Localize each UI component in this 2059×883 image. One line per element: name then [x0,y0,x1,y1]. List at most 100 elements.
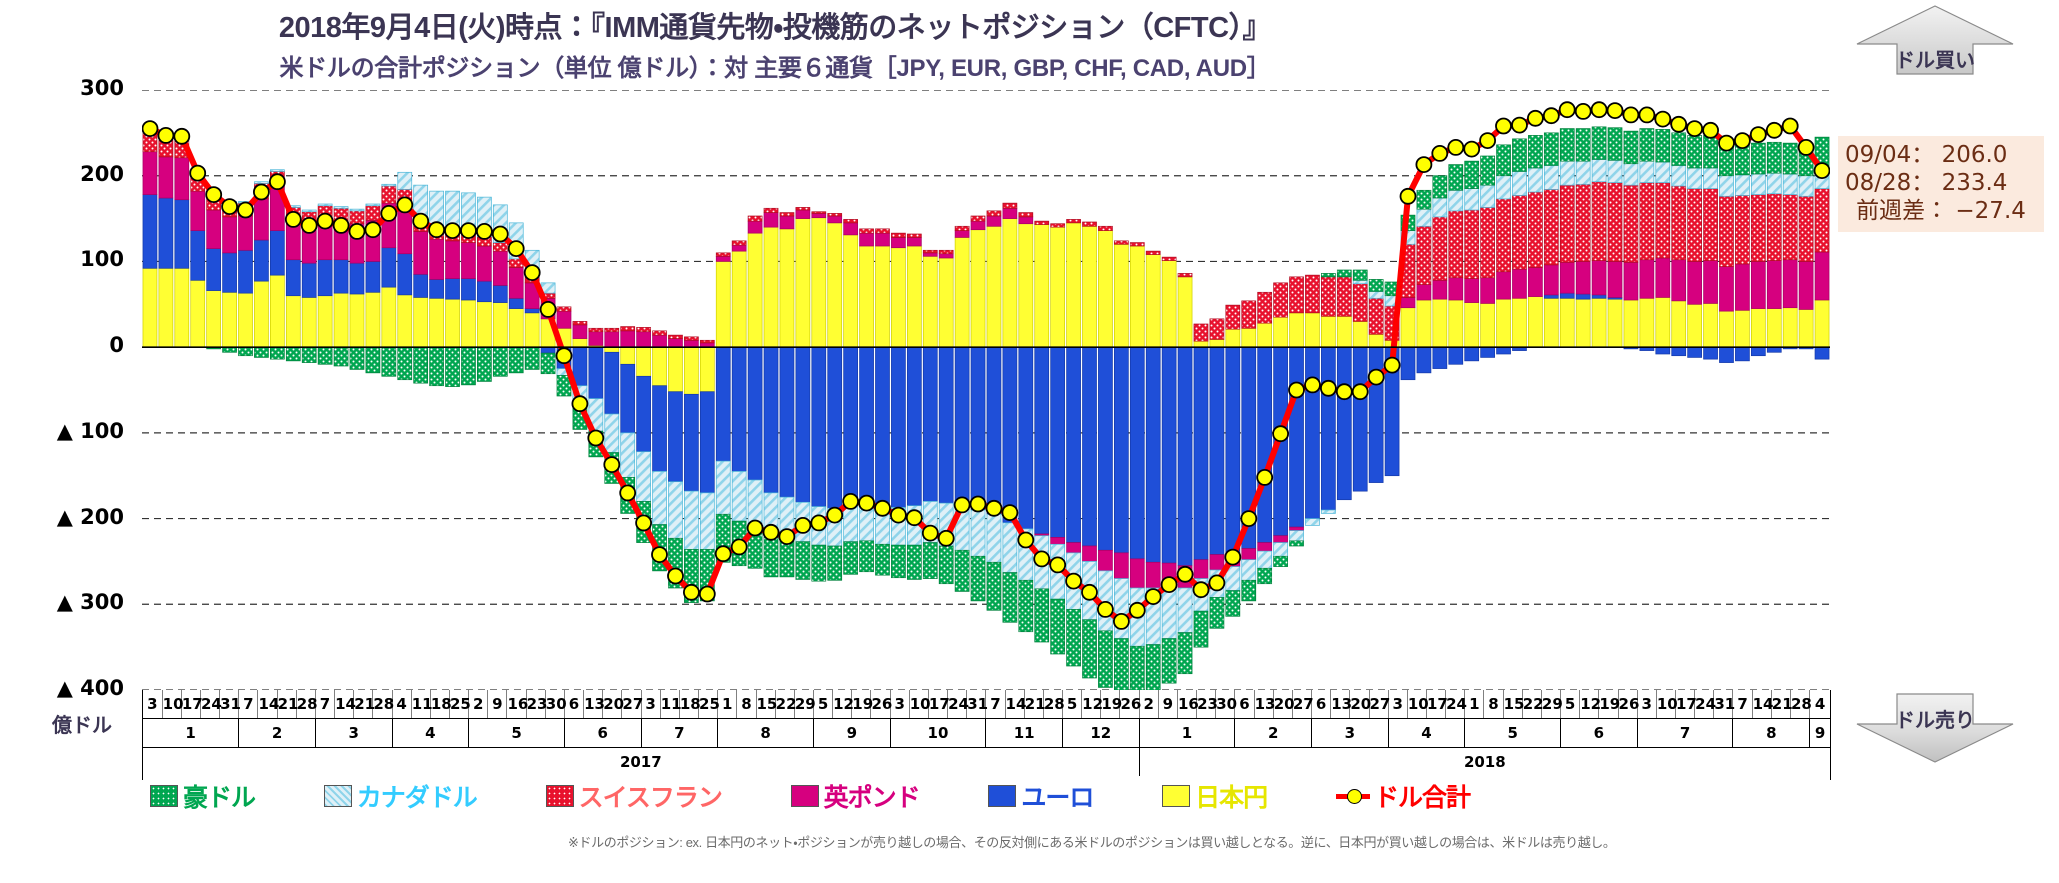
bar-segment [684,339,699,348]
bar-segment [1034,220,1050,225]
bar-segment [970,220,986,231]
bar-segment [1050,346,1066,538]
bar-segment [795,207,811,211]
legend-label: カナダドル [356,784,478,812]
bar-segment [1559,184,1575,263]
bar-segment [1416,346,1432,374]
x-axis-day: 18 [679,690,701,719]
bar-segment [477,280,492,303]
bar-segment [445,298,460,348]
bar-segment [1002,202,1018,209]
bar-segment [1559,128,1575,162]
legend-item-ユーロ[interactable]: ユーロ [988,778,1094,814]
bar-segment [206,248,222,291]
data-point-marker [1765,121,1783,139]
bar-segment [1559,160,1575,186]
x-axis-month: 8 [1732,718,1811,748]
bar-segment [795,209,811,219]
bar-segment [413,273,429,298]
bar-segment [1719,346,1734,363]
x-axis-day: 25 [449,690,471,719]
bar-segment [1575,298,1591,348]
bar-segment [1352,346,1368,492]
bar-segment [811,213,827,219]
legend-swatch-icon [1162,785,1191,807]
bar-segment [429,297,444,348]
bar-segment [429,238,444,280]
bar-segment [1496,298,1511,348]
bar-segment [875,245,890,348]
bar-segment [1543,189,1559,266]
bar-segment [1639,160,1655,183]
bar-segment [1368,333,1384,348]
data-point-marker [985,499,1003,517]
legend-item-ドル合計[interactable]: ドル合計 [1335,778,1471,814]
data-point-marker [237,201,254,219]
data-point-marker [364,221,382,239]
info-line-current: 09/04： 206.0 [1845,142,2008,168]
bar-segment [652,330,667,336]
bar-segment [540,346,556,354]
bar-segment [922,542,938,579]
bar-segment [1432,279,1448,300]
bar-segment [317,259,333,297]
bar-segment [1034,588,1050,643]
x-axis-month: 2 [238,718,316,748]
bar-segment [875,346,890,509]
bar-segment [1161,256,1177,261]
bar-segment [397,171,413,190]
x-axis-day: 11 [411,690,433,719]
bar-segment [285,259,301,297]
bar-segment [1368,279,1384,292]
bar-segment [1464,160,1480,189]
data-point-marker [300,216,318,234]
bar-segment [1448,210,1464,279]
legend-item-日本円[interactable]: 日本円 [1162,778,1268,814]
bar-segment [1129,558,1145,589]
bar-segment [811,211,827,214]
bar-segment [1336,269,1352,278]
bar-segment [1241,300,1257,329]
x-axis-month: 4 [392,718,470,748]
bar-segment [652,346,667,387]
x-axis-day: 10 [1656,690,1678,719]
bar-segment [1002,346,1018,524]
chart-plot-area [142,90,1830,690]
data-point-marker [1335,383,1353,401]
x-axis-day: 19 [851,690,873,719]
bar-segment [1113,552,1129,579]
bar-segment [317,346,333,365]
bar-segment [1528,296,1543,348]
bar-segment [875,543,890,576]
bar-segment [1464,278,1480,303]
y-axis-tick-6: ▲ 300 [56,590,124,615]
legend-item-カナダドル[interactable]: カナダドル [323,778,478,814]
bar-segment [1002,207,1018,219]
x-axis-day: 25 [698,690,720,719]
data-point-marker [157,127,175,144]
dollar-buy-label: ドル買い [1895,50,1975,72]
dollar-buy-arrow: ドル買い [1855,4,2015,76]
bar-segment [1750,308,1766,348]
bar-segment [365,291,381,348]
bar-segment [922,346,938,502]
bar-segment [986,215,1002,227]
legend-item-スイスフラン[interactable]: スイスフラン [545,778,723,814]
bar-segment [906,346,922,507]
bar-segment [811,346,827,507]
x-axis-month: 10 [890,718,987,748]
x-axis-month: 5 [1464,718,1562,748]
legend-item-英ポンド[interactable]: 英ポンド [790,778,921,814]
data-point-marker [603,456,621,474]
bar-segment [1448,189,1464,212]
bar-segment [986,225,1002,348]
bar-segment [699,346,715,393]
bar-segment [1098,230,1113,348]
bar-segment [397,253,413,296]
bar-segment [1209,554,1225,571]
bar-segment [492,242,508,252]
y-axis-tick-3: 0 [109,333,124,358]
legend-item-豪ドル[interactable]: 豪ドル [150,778,256,814]
bar-segment [859,506,874,542]
